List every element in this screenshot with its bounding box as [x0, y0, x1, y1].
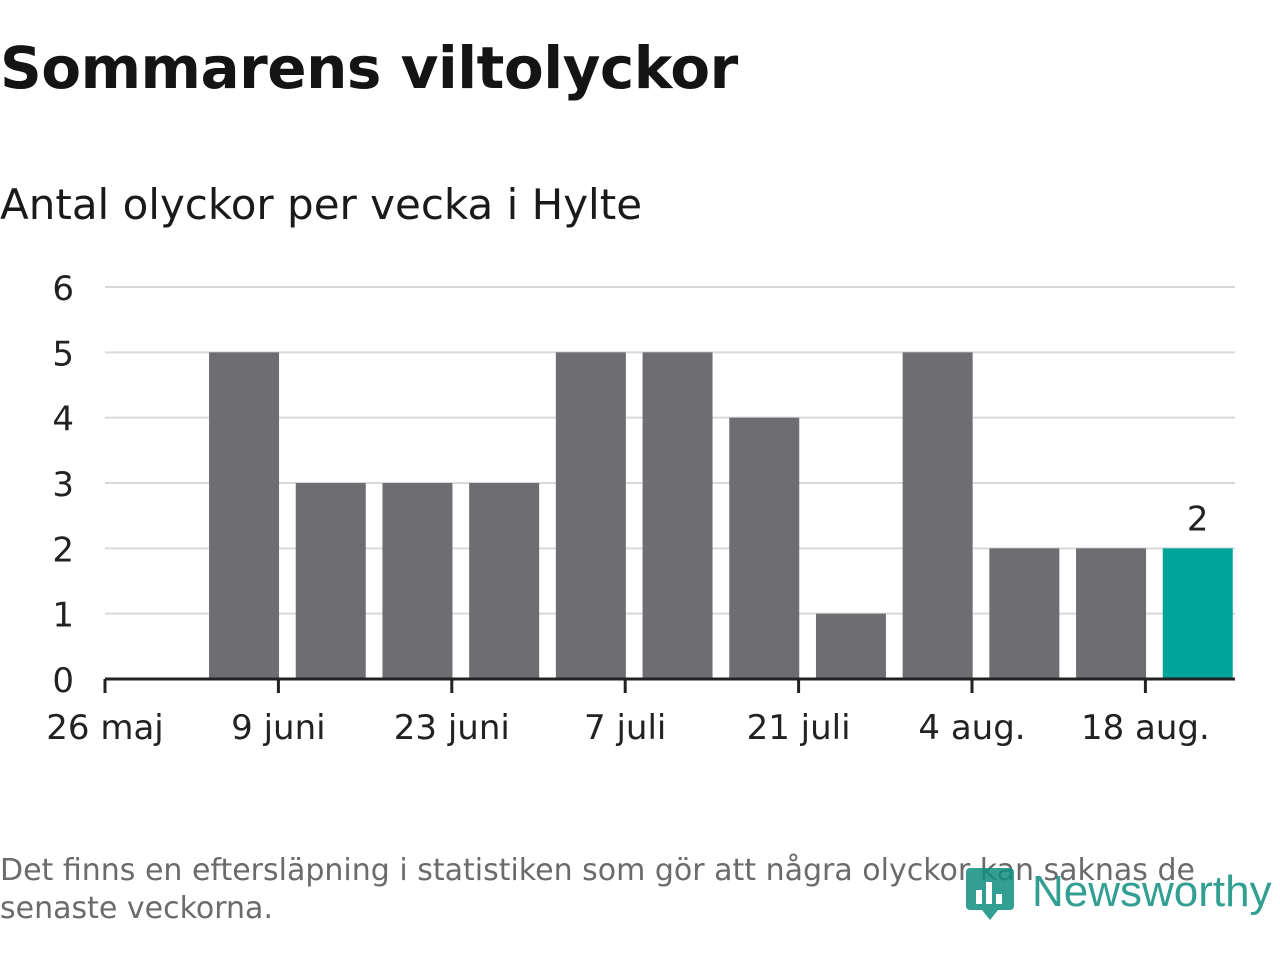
- x-tick-label: 9 juni: [231, 708, 325, 748]
- bar-highlight: [1162, 548, 1233, 679]
- chart-subtitle: Antal olyckor per vecka i Hylte: [0, 180, 643, 229]
- bar: [469, 483, 540, 679]
- x-tick-label: 4 aug.: [918, 708, 1025, 748]
- bar: [209, 352, 280, 679]
- x-tick-label: 18 aug.: [1081, 708, 1210, 748]
- bar: [382, 483, 453, 679]
- bar: [815, 613, 886, 679]
- bar: [295, 483, 366, 679]
- brand-name: Newsworthy: [1032, 867, 1272, 916]
- chart-title: Sommarens viltolyckor: [0, 34, 738, 102]
- x-tick-label: 21 juli: [747, 708, 851, 748]
- y-tick-label: 6: [52, 269, 74, 309]
- x-tick-label: 23 juni: [394, 708, 510, 748]
- y-tick-label: 0: [52, 661, 74, 701]
- axes: [103, 677, 1235, 693]
- labels: 0 1 2 3 4 5 6 2 26 maj 9 juni 23 juni 7 juli 21 juli…: [46, 269, 1210, 748]
- bar: [1076, 548, 1147, 679]
- y-tick-label: 1: [52, 596, 74, 636]
- brand-logo[interactable]: Newsworthy: [964, 860, 1272, 924]
- y-tick-label: 5: [52, 334, 74, 374]
- x-tick-label: 7 juli: [584, 708, 666, 748]
- bar: [902, 352, 973, 679]
- y-tick-label: 4: [52, 400, 74, 440]
- bar: [729, 417, 800, 679]
- bar-data-label: 2: [1187, 499, 1209, 539]
- bar: [989, 548, 1060, 679]
- x-tick-label: 26 maj: [46, 708, 163, 748]
- y-tick-label: 3: [52, 465, 74, 505]
- bar: [555, 352, 626, 679]
- newsworthy-logo-icon: [966, 868, 1014, 920]
- bars: [209, 352, 1233, 679]
- y-tick-label: 2: [52, 530, 74, 570]
- bar: [642, 352, 713, 679]
